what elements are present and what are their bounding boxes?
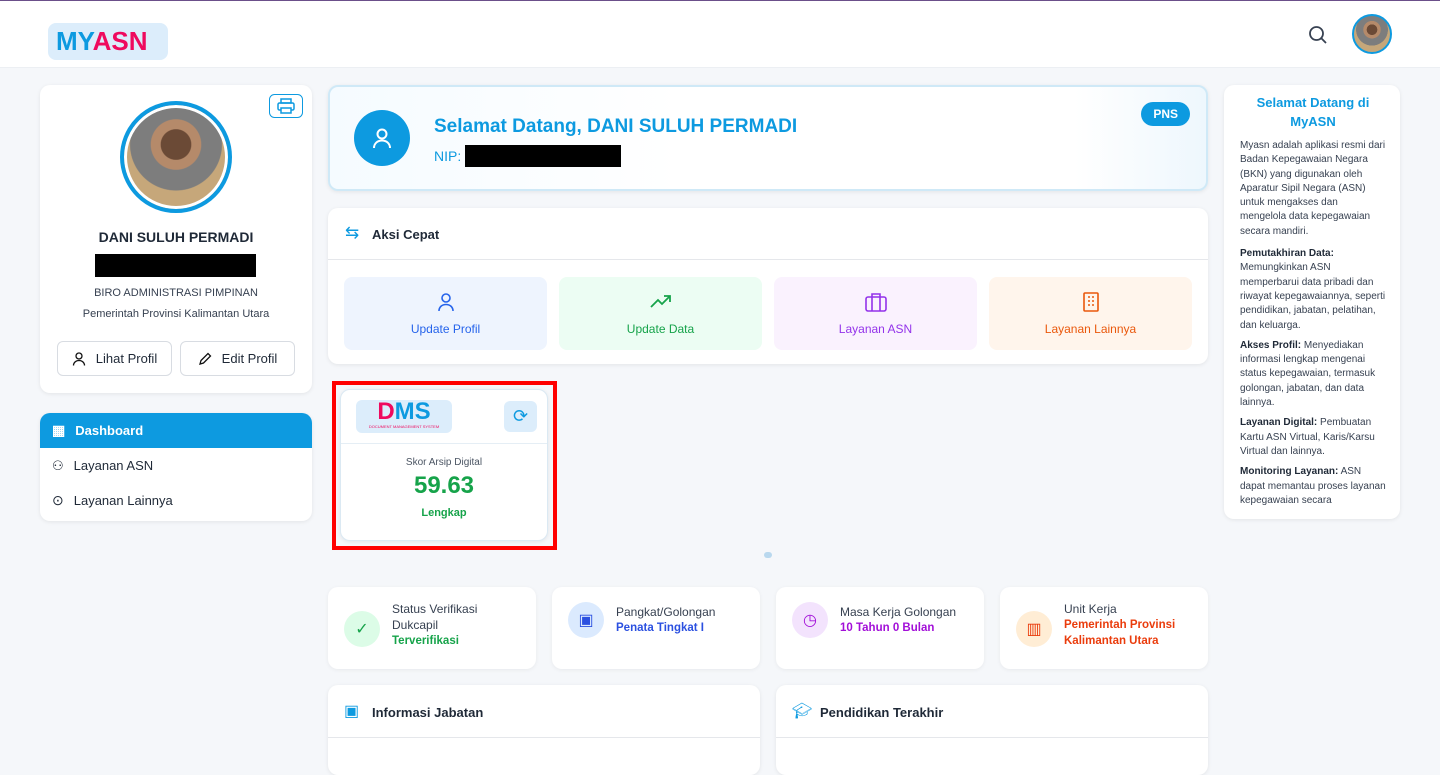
profile-name: DANI SULUH PERMADI <box>98 229 254 245</box>
stat-unit-kerja: ▥ Unit Kerja Pemerintah Provinsi Kalimanta… <box>1000 587 1208 669</box>
info-panel: Selamat Datang di MyASN Myasn adalah apl… <box>1224 85 1400 519</box>
sidebar-item-layanan-lainnya[interactable]: ⊙ Layanan Lainnya <box>40 483 312 518</box>
welcome-title: Selamat Datang, DANI SULUH PERMADI <box>434 116 798 137</box>
nav-label: Layanan Lainnya <box>73 493 173 508</box>
sidebar-item-layanan-asn[interactable]: ⚇ Layanan ASN <box>40 448 312 483</box>
briefcase-icon: ▣ <box>344 703 360 720</box>
myasn-logo[interactable]: MYASN <box>48 23 168 60</box>
trending-up-icon <box>649 294 671 308</box>
sidebar-item-dashboard[interactable]: ▦ Dashboard <box>40 413 312 448</box>
user-icon <box>437 292 454 311</box>
pendidikan-title: Pendidikan Terakhir <box>820 705 944 720</box>
edit-profile-button[interactable]: Edit Profil <box>180 341 295 376</box>
stat-label: Masa Kerja Golongan <box>840 605 957 619</box>
info-item: Akses Profil: Menyediakan informasi leng… <box>1240 339 1376 409</box>
jabatan-card: ▣ Informasi Jabatan <box>328 685 760 775</box>
stat-pangkat: ▣ Pangkat/Golongan Penata Tingkat I <box>552 587 760 669</box>
edit-profile-label: Edit Profil <box>221 351 278 366</box>
quick-layanan-lainnya[interactable]: Layanan Lainnya <box>989 277 1192 350</box>
redacted-nip-value <box>465 145 621 167</box>
stat-verifikasi: ✓ Status Verifikasi Dukcapil Terverifikasi <box>328 587 536 669</box>
dms-status: Lengkap <box>421 507 467 519</box>
briefcase-icon <box>864 292 887 312</box>
info-item: Pemutakhiran Data: Memungkinkan ASN memp… <box>1240 248 1386 331</box>
profile-unit: BIRO ADMINISTRASI PIMPINAN <box>94 287 258 299</box>
stat-label: Pangkat/Golongan <box>616 605 716 619</box>
highlight-box <box>332 381 557 550</box>
quick-label: Update Profil <box>410 321 481 336</box>
swap-icon: ⇆ <box>345 223 360 242</box>
view-profile-label: Lihat Profil <box>95 351 158 366</box>
stat-value: Pemerintah Provinsi Kalimantan Utara <box>1064 619 1176 647</box>
jabatan-title: Informasi Jabatan <box>372 705 484 720</box>
graduation-cap-icon: 🎓︎ <box>792 703 813 720</box>
info-item: Layanan Digital: Pembuatan Kartu ASN Vir… <box>1240 417 1375 457</box>
print-icon[interactable] <box>269 94 303 118</box>
stat-label: Status Verifikasi Dukcapil <box>392 602 478 632</box>
nip-label: NIP: <box>434 148 462 164</box>
info-title: Selamat Datang di MyASN <box>1256 95 1370 129</box>
sidebar-nav: ▦ Dashboard ⚇ Layanan ASN ⊙ Layanan Lainnya <box>40 413 312 521</box>
logo-asn: ASN <box>92 26 148 56</box>
dms-label: Skor Arsip Digital <box>405 457 483 468</box>
more-circle-icon: ⊙ <box>52 492 64 508</box>
stat-value: 10 Tahun 0 Bulan <box>840 622 935 634</box>
building-icon <box>1082 291 1099 312</box>
stat-masa-kerja: ◷ Masa Kerja Golongan 10 Tahun 0 Bulan <box>776 587 984 669</box>
user-icon <box>72 351 85 366</box>
pencil-icon <box>198 352 212 365</box>
stat-value: Terverifikasi <box>392 635 459 647</box>
profile-card: DANI SULUH PERMADI BIRO ADMINISTRASI PIM… <box>40 85 312 393</box>
info-intro: Myasn adalah aplikasi resmi dari Badan K… <box>1240 140 1386 237</box>
refresh-icon[interactable]: ⟳ <box>504 401 537 432</box>
check-circle-icon: ✓ <box>344 611 380 647</box>
profile-photo <box>120 101 232 213</box>
info-item: Monitoring Layanan: ASN dapat memantau p… <box>1240 466 1386 506</box>
view-profile-button[interactable]: Lihat Profil <box>57 341 172 376</box>
search-icon[interactable] <box>1308 25 1328 45</box>
building-icon: ▥ <box>1016 611 1052 647</box>
user-avatar[interactable] <box>1352 14 1392 54</box>
quick-label: Update Data <box>626 321 695 336</box>
dms-score: 59.63 <box>413 472 475 499</box>
redacted-nip <box>95 254 256 277</box>
dms-logo: DMS DOCUMENT MANAGEMENT SYSTEM <box>356 400 452 433</box>
welcome-card: Selamat Datang, DANI SULUH PERMADI NIP: … <box>328 85 1208 191</box>
quick-label: Layanan ASN <box>838 321 913 336</box>
carousel-dot[interactable] <box>764 552 772 558</box>
quick-update-profil[interactable]: Update Profil <box>344 277 547 350</box>
quick-actions-title: Aksi Cepat <box>372 227 440 242</box>
pns-badge: PNS <box>1141 102 1190 126</box>
nav-label: Layanan ASN <box>73 458 154 473</box>
briefcase-icon: ▣ <box>568 602 604 638</box>
stat-value: Penata Tingkat I <box>616 622 704 634</box>
profile-instansi: Pemerintah Provinsi Kalimantan Utara <box>82 308 270 320</box>
top-header: MYASN <box>0 1 1440 68</box>
clock-icon: ◷ <box>792 602 828 638</box>
quick-layanan-asn[interactable]: Layanan ASN <box>774 277 977 350</box>
user-check-icon: ⚇ <box>52 457 64 473</box>
user-icon <box>354 110 410 166</box>
logo-my: MY <box>56 26 93 56</box>
stat-label: Unit Kerja <box>1064 602 1117 616</box>
quick-update-data[interactable]: Update Data <box>559 277 762 350</box>
nav-label: Dashboard <box>75 423 144 438</box>
pendidikan-card: 🎓︎ Pendidikan Terakhir <box>776 685 1208 775</box>
dashboard-icon: ▦ <box>52 422 66 438</box>
dms-card[interactable]: DMS DOCUMENT MANAGEMENT SYSTEM ⟳ Skor Ars… <box>340 389 548 541</box>
quick-label: Layanan Lainnya <box>1044 321 1137 336</box>
